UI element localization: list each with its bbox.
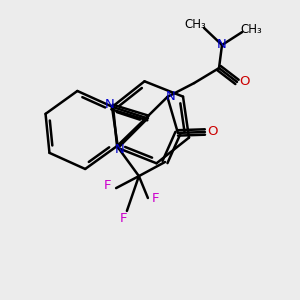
Text: O: O — [239, 75, 250, 88]
Text: CH₃: CH₃ — [184, 18, 206, 32]
Text: N: N — [217, 38, 227, 52]
Text: N: N — [115, 142, 125, 156]
Text: F: F — [103, 178, 111, 192]
Text: F: F — [152, 191, 159, 205]
Text: F: F — [120, 212, 128, 225]
Text: N: N — [166, 90, 175, 104]
Text: N: N — [105, 98, 115, 111]
Text: CH₃: CH₃ — [240, 22, 262, 36]
Text: O: O — [207, 125, 218, 139]
